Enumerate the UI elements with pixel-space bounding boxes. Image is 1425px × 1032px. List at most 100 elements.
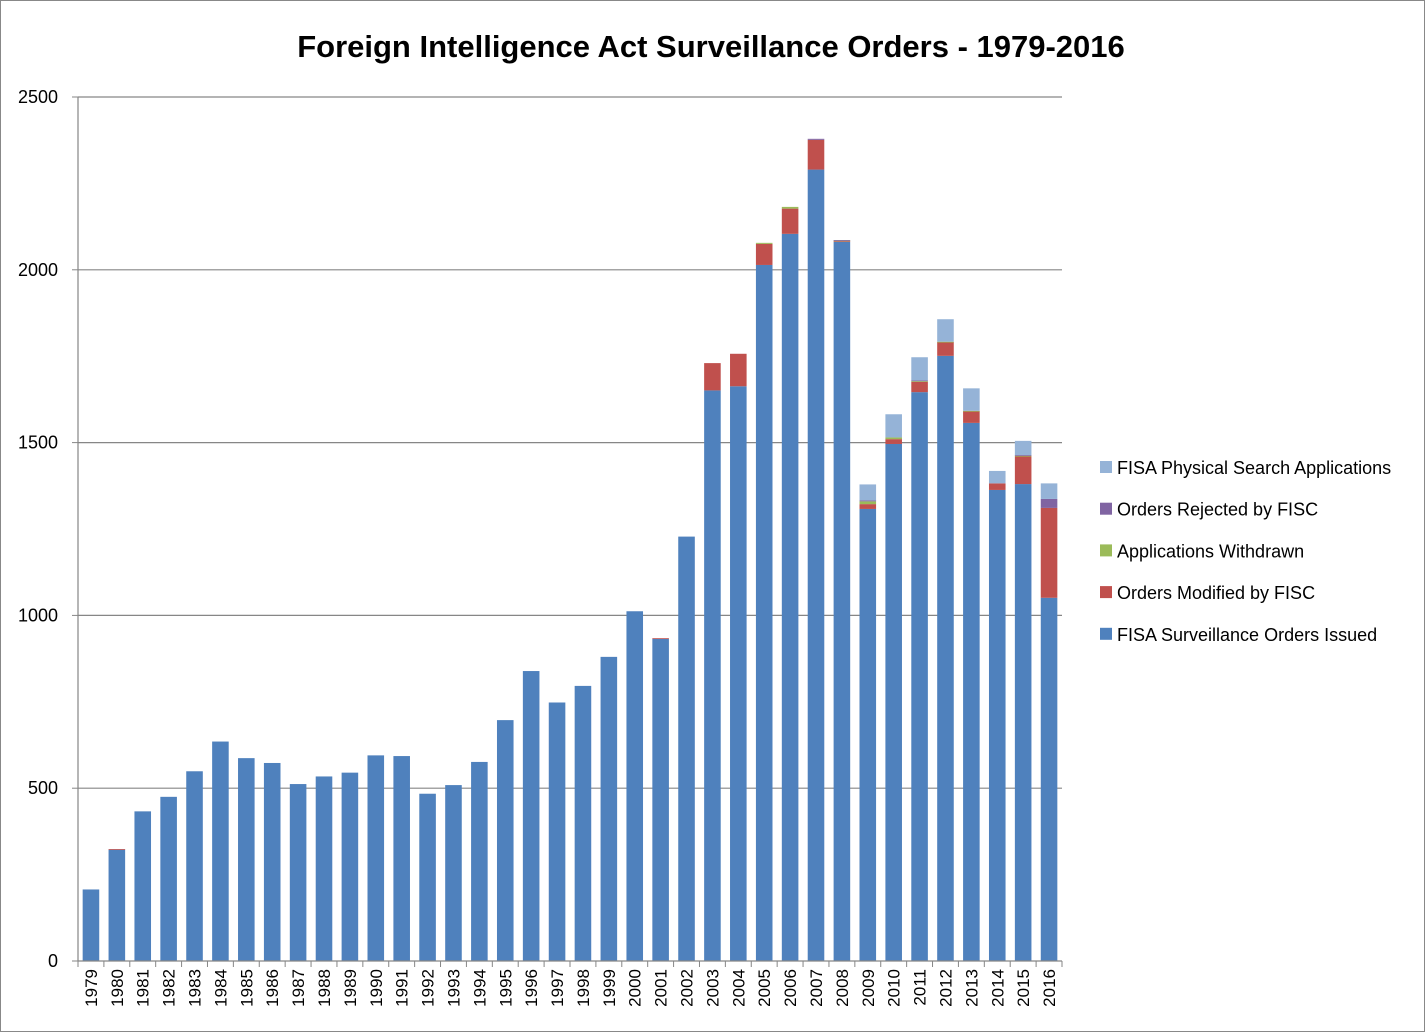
bar-segment	[1040, 507, 1058, 598]
x-tick-label: 2000	[626, 969, 645, 1007]
x-tick-label: 2004	[729, 969, 748, 1007]
bar-segment	[937, 355, 954, 962]
legend-swatch	[1100, 461, 1112, 473]
bar-segment	[1040, 597, 1058, 961]
bar-segment	[859, 500, 877, 502]
bar-segment	[212, 741, 229, 961]
bar-segment	[730, 386, 747, 961]
bar-segment	[1014, 456, 1032, 485]
x-tick-label: 1981	[134, 969, 153, 1007]
bar-segment	[781, 233, 799, 961]
x-tick-label: 1996	[522, 969, 541, 1007]
bar-segment	[108, 849, 126, 961]
legend-swatch	[1100, 586, 1112, 599]
x-tick-label: 1999	[600, 969, 619, 1007]
y-tick-label: 0	[48, 951, 58, 971]
x-tick-label: 2005	[755, 969, 774, 1007]
x-tick-label: 1992	[419, 969, 438, 1007]
bar-segment	[988, 489, 1006, 961]
x-tick-label: 1995	[496, 969, 515, 1007]
bar-segment	[82, 889, 100, 961]
bar-segment	[859, 508, 877, 961]
bar-segment	[1014, 455, 1032, 457]
bar-segment	[652, 638, 669, 640]
bar-segment	[160, 796, 177, 961]
y-tick-label: 500	[28, 778, 58, 798]
bar-segment	[885, 439, 902, 444]
bar-segment	[833, 241, 851, 961]
bar-segment	[263, 762, 281, 961]
x-tick-label: 1979	[82, 969, 101, 1007]
bar-segment	[574, 685, 592, 961]
x-tick-label: 1984	[211, 969, 230, 1007]
x-tick-label: 1991	[393, 969, 412, 1007]
bar-segment	[963, 422, 980, 962]
legend-label: FISA Surveillance Orders Issued	[1117, 625, 1377, 645]
x-tick-label: 2015	[1014, 969, 1033, 1007]
bar-segment	[911, 392, 928, 961]
bar-segment	[807, 138, 825, 140]
x-tick-label: 1989	[341, 969, 360, 1007]
bar-segment	[1040, 498, 1058, 508]
legend: FISA Physical Search Applications Orders …	[1100, 458, 1391, 645]
chart-title: Foreign Intelligence Act Surveillance Or…	[297, 29, 1125, 64]
bar-segment	[963, 410, 980, 412]
bar-segment	[626, 611, 644, 961]
bar-segment	[445, 785, 462, 961]
bar-segment	[755, 264, 773, 961]
bar-segment	[367, 755, 385, 961]
bar-segment	[522, 671, 540, 961]
bar-segment	[833, 241, 851, 242]
bar-segment	[419, 793, 436, 961]
bar-segment	[108, 849, 126, 850]
bar-segment	[1040, 483, 1058, 499]
bar-segment	[496, 720, 514, 961]
y-tick-label: 1500	[18, 433, 58, 453]
x-tick-label: 2011	[911, 969, 930, 1006]
x-tick-label: 1990	[367, 969, 386, 1007]
bar-segment	[186, 771, 203, 961]
bar-segment	[652, 638, 669, 961]
bar-segment	[963, 388, 980, 411]
bar-segment	[1014, 440, 1032, 456]
bar-segment	[548, 702, 566, 961]
x-tick-label: 2016	[1040, 969, 1059, 1007]
bar-segment	[289, 784, 307, 961]
bar-segment	[755, 243, 773, 265]
x-tick-label: 2014	[988, 969, 1007, 1007]
bar-segment	[807, 139, 825, 170]
bar-segment	[911, 381, 928, 393]
bar-segment	[807, 169, 825, 962]
bar-segment	[911, 380, 928, 382]
bar-segment	[988, 483, 1006, 490]
bar-segment	[833, 240, 851, 241]
bar-segment	[730, 353, 747, 387]
bar-segment	[937, 319, 954, 342]
x-tick-label: 2003	[703, 969, 722, 1007]
bar-segment	[393, 756, 410, 961]
y-tick-label: 1000	[18, 605, 58, 625]
bar-segment	[963, 411, 980, 423]
legend-label: Orders Rejected by FISC	[1117, 500, 1318, 520]
x-tick-label: 1997	[548, 969, 567, 1007]
bar-segment	[134, 811, 152, 961]
x-tick-label: 1988	[315, 969, 334, 1007]
bar-segment	[704, 390, 721, 961]
x-tick-label: 2006	[781, 969, 800, 1007]
legend-label: FISA Physical Search Applications	[1117, 458, 1391, 478]
x-tick-label: 2013	[962, 969, 981, 1007]
x-tick-label: 1986	[263, 969, 282, 1007]
x-tick-label: 1994	[470, 969, 489, 1007]
bar-segment	[859, 501, 877, 505]
bar-segment	[781, 208, 799, 234]
x-tick-label: 1993	[444, 969, 463, 1007]
bar-segment	[471, 761, 488, 961]
bar-segment	[937, 342, 954, 356]
bar-segment	[885, 437, 902, 440]
x-tick-label: 2008	[833, 969, 852, 1007]
bar-segment	[859, 504, 877, 509]
bar-segment	[704, 363, 721, 391]
legend-swatch	[1100, 544, 1112, 557]
bar-segment	[1014, 484, 1032, 961]
